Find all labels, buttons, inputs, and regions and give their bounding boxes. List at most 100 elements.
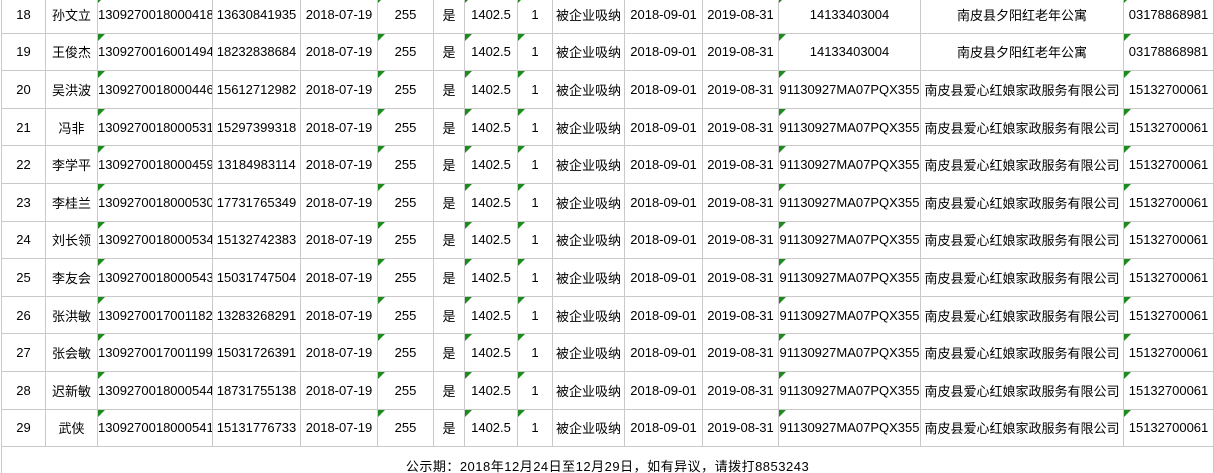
cell-person-name[interactable]: 冯非 [45,107,98,147]
cell-amount-255[interactable]: 255 [377,295,434,335]
cell-apply-date[interactable]: 2018-07-19 [300,70,378,109]
cell-credit-code[interactable]: 91130927MA07PQX355 [778,258,921,297]
cell-company-name[interactable]: 南皮县爱心红娘家政服务有限公司 [920,70,1124,109]
cell-company-phone[interactable]: 15132700061 [1123,258,1214,297]
cell-amount-255[interactable]: 255 [377,408,434,448]
cell-person-name[interactable]: 吴洪波 [45,70,98,109]
cell-start-date[interactable]: 2018-09-01 [624,32,703,72]
cell-person-id[interactable]: 1309270018000446 [97,70,213,109]
cell-person-name[interactable]: 李学平 [45,145,98,184]
cell-phone[interactable]: 15131776733 [212,408,301,448]
cell-company-name[interactable]: 南皮县爱心红娘家政服务有限公司 [920,370,1124,410]
cell-person-id[interactable]: 1309270017001182 [97,295,213,335]
cell-credit-code[interactable]: 14133403004 [778,0,921,34]
cell-is-confirmed[interactable]: 是 [433,32,465,72]
cell-person-id[interactable]: 1309270018000543 [97,258,213,297]
cell-company-phone[interactable]: 15132700061 [1123,370,1214,410]
cell-count[interactable]: 1 [517,295,553,335]
cell-row-number[interactable]: 26 [1,295,46,335]
cell-end-date[interactable]: 2019-08-31 [702,70,779,109]
cell-end-date[interactable]: 2019-08-31 [702,370,779,410]
cell-company-phone[interactable]: 15132700061 [1123,107,1214,147]
cell-is-confirmed[interactable]: 是 [433,295,465,335]
cell-start-date[interactable]: 2018-09-01 [624,258,703,297]
cell-row-number[interactable]: 28 [1,370,46,410]
cell-row-number[interactable]: 20 [1,70,46,109]
cell-start-date[interactable]: 2018-09-01 [624,333,703,372]
cell-person-name[interactable]: 李桂兰 [45,182,98,222]
cell-start-date[interactable]: 2018-09-01 [624,145,703,184]
cell-end-date[interactable]: 2019-08-31 [702,0,779,34]
cell-credit-code[interactable]: 91130927MA07PQX355 [778,333,921,372]
cell-apply-date[interactable]: 2018-07-19 [300,145,378,184]
cell-phone[interactable]: 13283268291 [212,295,301,335]
cell-person-id[interactable]: 1309270018000544 [97,370,213,410]
cell-amount-255[interactable]: 255 [377,145,434,184]
cell-row-number[interactable]: 29 [1,408,46,448]
cell-amount-255[interactable]: 255 [377,370,434,410]
cell-placement-type[interactable]: 被企业吸纳 [552,0,625,34]
cell-end-date[interactable]: 2019-08-31 [702,220,779,260]
cell-person-id[interactable]: 1309270016001494 [97,32,213,72]
cell-company-phone[interactable]: 15132700061 [1123,408,1214,448]
cell-credit-code[interactable]: 91130927MA07PQX355 [778,107,921,147]
cell-apply-date[interactable]: 2018-07-19 [300,220,378,260]
cell-phone[interactable]: 13184983114 [212,145,301,184]
cell-end-date[interactable]: 2019-08-31 [702,145,779,184]
cell-count[interactable]: 1 [517,333,553,372]
cell-is-confirmed[interactable]: 是 [433,182,465,222]
cell-apply-date[interactable]: 2018-07-19 [300,370,378,410]
cell-is-confirmed[interactable]: 是 [433,107,465,147]
cell-company-name[interactable]: 南皮县爱心红娘家政服务有限公司 [920,333,1124,372]
cell-start-date[interactable]: 2018-09-01 [624,408,703,448]
cell-credit-code[interactable]: 91130927MA07PQX355 [778,220,921,260]
cell-end-date[interactable]: 2019-08-31 [702,107,779,147]
cell-person-id[interactable]: 1309270018000531 [97,107,213,147]
cell-subsidy-amount[interactable]: 1402.5 [464,0,518,34]
cell-apply-date[interactable]: 2018-07-19 [300,258,378,297]
cell-company-phone[interactable]: 15132700061 [1123,295,1214,335]
cell-phone[interactable]: 13630841935 [212,0,301,34]
cell-amount-255[interactable]: 255 [377,333,434,372]
cell-person-name[interactable]: 武侠 [45,408,98,448]
cell-phone[interactable]: 15031747504 [212,258,301,297]
cell-placement-type[interactable]: 被企业吸纳 [552,295,625,335]
cell-amount-255[interactable]: 255 [377,182,434,222]
cell-is-confirmed[interactable]: 是 [433,220,465,260]
cell-phone[interactable]: 15297399318 [212,107,301,147]
cell-placement-type[interactable]: 被企业吸纳 [552,258,625,297]
cell-end-date[interactable]: 2019-08-31 [702,408,779,448]
cell-start-date[interactable]: 2018-09-01 [624,370,703,410]
cell-person-id[interactable]: 1309270018000418 [97,0,213,34]
cell-amount-255[interactable]: 255 [377,70,434,109]
cell-company-phone[interactable]: 03178868981 [1123,0,1214,34]
cell-amount-255[interactable]: 255 [377,0,434,34]
cell-is-confirmed[interactable]: 是 [433,370,465,410]
cell-subsidy-amount[interactable]: 1402.5 [464,258,518,297]
cell-placement-type[interactable]: 被企业吸纳 [552,408,625,448]
cell-apply-date[interactable]: 2018-07-19 [300,32,378,72]
cell-person-name[interactable]: 刘长领 [45,220,98,260]
cell-count[interactable]: 1 [517,145,553,184]
cell-credit-code[interactable]: 91130927MA07PQX355 [778,145,921,184]
cell-subsidy-amount[interactable]: 1402.5 [464,295,518,335]
cell-person-id[interactable]: 1309270018000530 [97,182,213,222]
cell-end-date[interactable]: 2019-08-31 [702,295,779,335]
cell-person-name[interactable]: 孙文立 [45,0,98,34]
cell-start-date[interactable]: 2018-09-01 [624,0,703,34]
cell-row-number[interactable]: 19 [1,32,46,72]
cell-person-id[interactable]: 1309270017001199 [97,333,213,372]
cell-company-phone[interactable]: 15132700061 [1123,333,1214,372]
cell-credit-code[interactable]: 91130927MA07PQX355 [778,70,921,109]
cell-subsidy-amount[interactable]: 1402.5 [464,220,518,260]
cell-company-name[interactable]: 南皮县爱心红娘家政服务有限公司 [920,182,1124,222]
cell-placement-type[interactable]: 被企业吸纳 [552,107,625,147]
cell-subsidy-amount[interactable]: 1402.5 [464,32,518,72]
cell-end-date[interactable]: 2019-08-31 [702,32,779,72]
cell-subsidy-amount[interactable]: 1402.5 [464,145,518,184]
cell-company-name[interactable]: 南皮县爱心红娘家政服务有限公司 [920,107,1124,147]
cell-company-name[interactable]: 南皮县夕阳红老年公寓 [920,0,1124,34]
cell-person-name[interactable]: 张会敏 [45,333,98,372]
cell-apply-date[interactable]: 2018-07-19 [300,408,378,448]
cell-apply-date[interactable]: 2018-07-19 [300,182,378,222]
